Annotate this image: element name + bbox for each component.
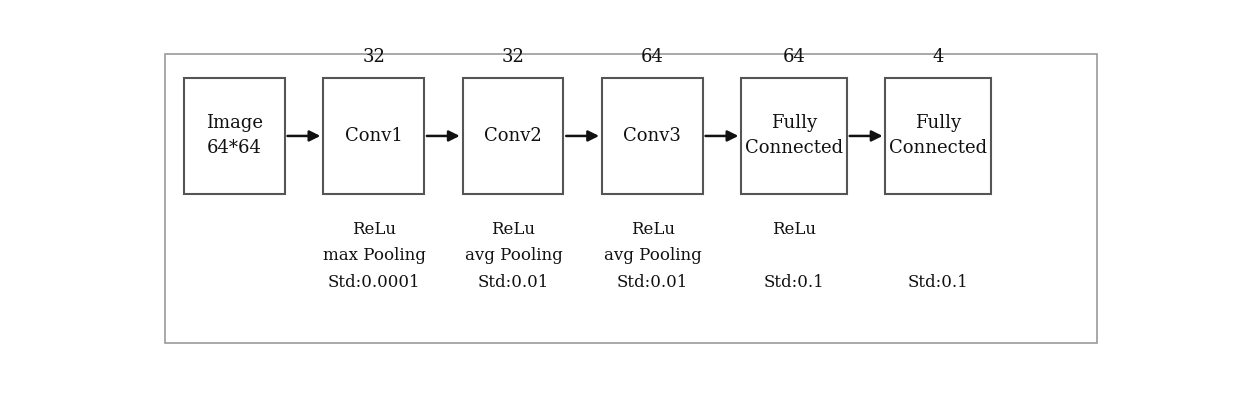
Text: 32: 32 (362, 48, 386, 66)
Bar (184, 78, 285, 194)
Bar (885, 78, 991, 194)
Bar (463, 78, 563, 194)
Text: Std:0.1: Std:0.1 (908, 221, 968, 291)
Text: 64: 64 (641, 48, 663, 66)
Bar (601, 78, 703, 194)
Text: Image
64*64: Image 64*64 (206, 114, 263, 158)
Text: 64: 64 (782, 48, 806, 66)
Text: 4: 4 (932, 48, 944, 66)
Text: 32: 32 (501, 48, 525, 66)
Bar (742, 78, 847, 194)
Text: ReLu
 
Std:0.1: ReLu Std:0.1 (764, 221, 825, 291)
Text: Fully
Connected: Fully Connected (889, 114, 987, 158)
Bar (324, 78, 424, 194)
Text: ReLu
avg Pooling
Std:0.01: ReLu avg Pooling Std:0.01 (465, 221, 562, 291)
Text: ReLu
max Pooling
Std:0.0001: ReLu max Pooling Std:0.0001 (322, 221, 425, 291)
Text: Fully
Connected: Fully Connected (745, 114, 843, 158)
Text: ReLu
avg Pooling
Std:0.01: ReLu avg Pooling Std:0.01 (604, 221, 702, 291)
Text: Conv3: Conv3 (624, 127, 681, 145)
Text: Conv2: Conv2 (484, 127, 542, 145)
Text: Conv1: Conv1 (345, 127, 403, 145)
